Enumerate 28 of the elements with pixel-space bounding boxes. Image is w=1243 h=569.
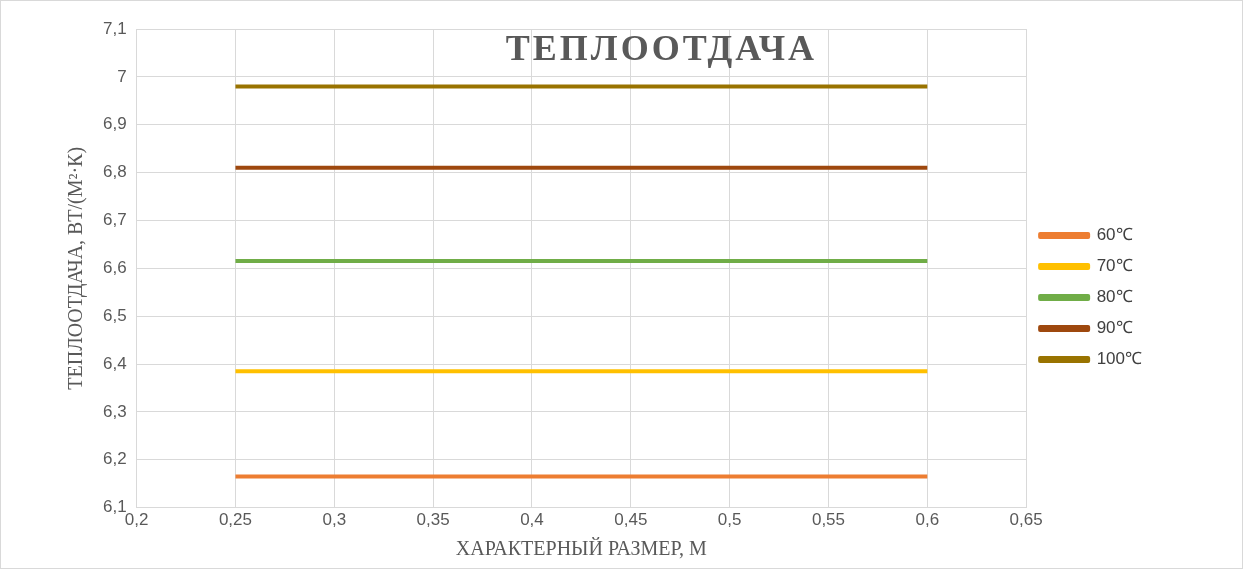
y-tick-label: 6,2: [102, 449, 127, 469]
x-tick-label: 0,2: [124, 510, 149, 530]
x-tick-label: 0,55: [811, 510, 846, 530]
y-tick-label: 7: [117, 66, 127, 86]
x-tick-label: 0,25: [218, 510, 253, 530]
legend-label: 100℃: [1096, 349, 1143, 369]
x-tick-label: 0,4: [520, 510, 544, 530]
y-tick-label: 6,5: [102, 305, 127, 325]
x-tick-label: 0,65: [1009, 510, 1043, 530]
legend-label: 70℃: [1096, 256, 1133, 276]
y-tick-label: 6,9: [102, 114, 127, 134]
x-tick-label: 0,3: [322, 510, 347, 530]
x-tick-label: 0,5: [717, 510, 742, 530]
y-tick-label: 6,6: [102, 257, 127, 277]
chart-title: ТЕПЛООТДАЧА: [505, 28, 818, 69]
legend-label: 80℃: [1096, 287, 1133, 307]
y-tick-label: 6,7: [102, 210, 127, 230]
y-tick-label: 6,4: [102, 353, 127, 373]
x-axis-title: ХАРАКТЕРНЫЙ РАЗМЕР, М: [455, 537, 708, 560]
y-tick-label: 6,8: [102, 162, 127, 182]
x-tick-label: 0,6: [915, 510, 940, 530]
x-tick-label: 0,45: [614, 510, 648, 530]
y-axis-title: ТЕПЛООТДАЧА, ВТ/(М²·К): [64, 146, 88, 390]
legend-label: 90℃: [1096, 318, 1133, 338]
legend-label: 60℃: [1096, 225, 1133, 245]
y-tick-label: 7,1: [102, 18, 127, 38]
y-tick-label: 6,3: [102, 401, 127, 421]
x-tick-label: 0,35: [416, 510, 450, 530]
